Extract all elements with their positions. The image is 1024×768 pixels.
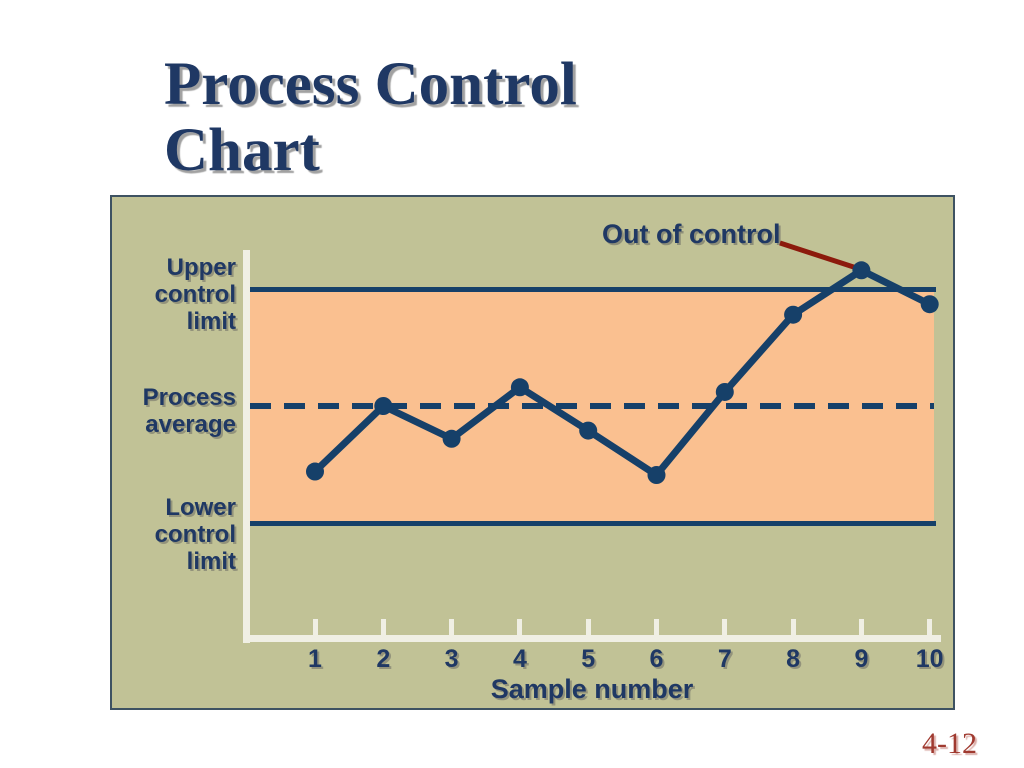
out-of-control-label: Out of control (602, 219, 781, 249)
y-axis-line (243, 250, 250, 643)
lower-control-limit-label: Lower control limit (154, 494, 236, 575)
x-tick-label: 3 (444, 645, 459, 673)
page-number: 4-12 (922, 727, 977, 760)
x-axis-title: Sample number (490, 674, 694, 704)
x-tick-label: 1 (308, 645, 322, 673)
x-tick (449, 619, 455, 635)
x-tick-label: 10 (915, 645, 944, 673)
x-tick (927, 619, 933, 635)
x-tick-label: 9 (854, 645, 869, 673)
x-tick (585, 619, 591, 635)
x-tick-label: 7 (717, 645, 732, 673)
x-tick (380, 619, 386, 635)
upper-control-limit-label: Upper control limit (154, 254, 236, 335)
annotation-pointer-line (779, 240, 859, 271)
slide-title: Process Control Chart (164, 51, 577, 184)
control-chart: 1 2 3 4 5 6 7 8 9 10 Upper control limit Process … (110, 195, 955, 710)
data-point-marker (852, 261, 871, 280)
x-tick-label: 8 (786, 645, 801, 673)
x-tick (654, 619, 659, 635)
process-average-label: Process average (142, 384, 236, 438)
x-tick-label: 6 (649, 645, 664, 673)
process-average-line (250, 403, 934, 409)
x-tick (722, 619, 728, 635)
x-tick-label: 5 (581, 645, 596, 673)
x-tick-label: 2 (376, 645, 391, 673)
upper-control-limit-line (250, 287, 936, 292)
x-axis-line (243, 635, 941, 642)
x-tick (858, 619, 864, 635)
x-tick (517, 619, 523, 635)
x-tick (312, 619, 318, 635)
lower-control-limit-line (250, 521, 936, 526)
x-tick (790, 619, 796, 635)
x-tick-label: 4 (512, 645, 527, 673)
